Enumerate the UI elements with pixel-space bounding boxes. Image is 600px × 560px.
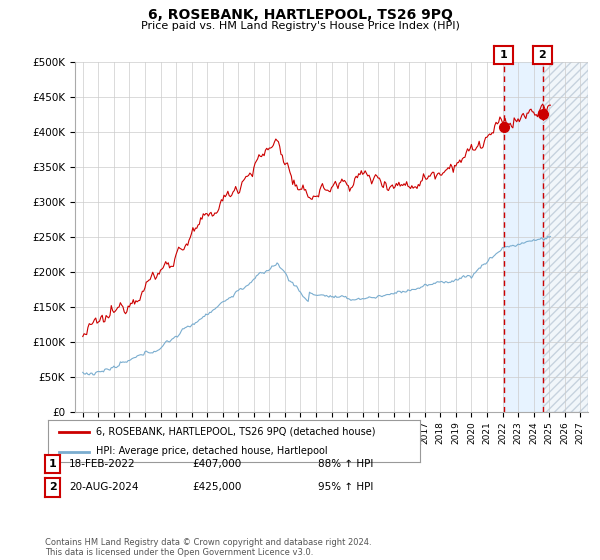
Text: HPI: Average price, detached house, Hartlepool: HPI: Average price, detached house, Hart… xyxy=(97,446,328,456)
Text: 88% ↑ HPI: 88% ↑ HPI xyxy=(318,459,373,469)
Text: 6, ROSEBANK, HARTLEPOOL, TS26 9PQ: 6, ROSEBANK, HARTLEPOOL, TS26 9PQ xyxy=(148,8,452,22)
Text: 2: 2 xyxy=(539,50,547,60)
Text: 1: 1 xyxy=(49,459,56,469)
Text: 20-AUG-2024: 20-AUG-2024 xyxy=(69,483,139,492)
Text: 95% ↑ HPI: 95% ↑ HPI xyxy=(318,483,373,492)
Bar xyxy=(505,62,544,412)
Text: 18-FEB-2022: 18-FEB-2022 xyxy=(69,459,136,469)
Text: Price paid vs. HM Land Registry's House Price Index (HPI): Price paid vs. HM Land Registry's House … xyxy=(140,21,460,31)
Bar xyxy=(544,62,588,412)
Text: 6, ROSEBANK, HARTLEPOOL, TS26 9PQ (detached house): 6, ROSEBANK, HARTLEPOOL, TS26 9PQ (detac… xyxy=(97,427,376,437)
Text: 1: 1 xyxy=(500,50,508,60)
Text: Contains HM Land Registry data © Crown copyright and database right 2024.
This d: Contains HM Land Registry data © Crown c… xyxy=(45,538,371,557)
Text: £425,000: £425,000 xyxy=(192,483,241,492)
Text: 2: 2 xyxy=(49,483,56,492)
Text: £407,000: £407,000 xyxy=(192,459,241,469)
